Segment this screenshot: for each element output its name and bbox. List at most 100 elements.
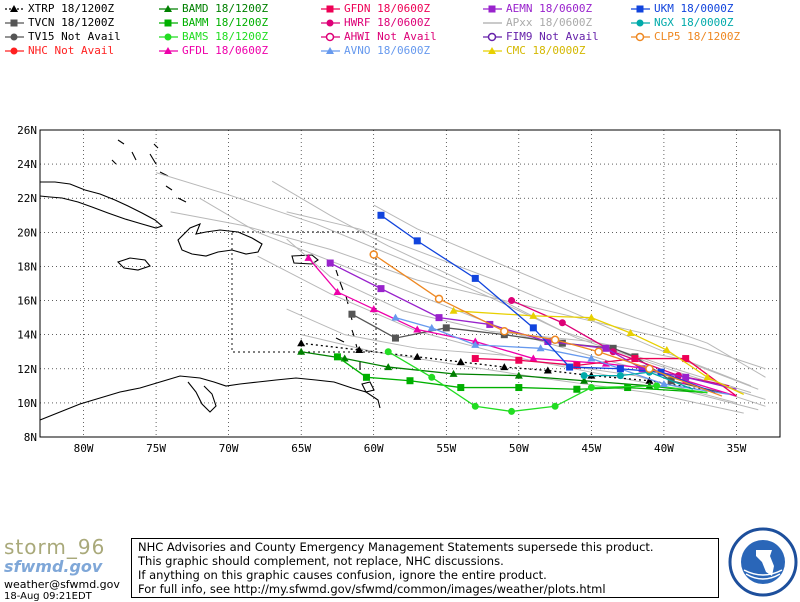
track-point <box>645 381 654 389</box>
track-point <box>551 402 559 410</box>
legend-swatch <box>321 19 340 27</box>
track-point <box>645 364 654 374</box>
jamaica-coast <box>116 257 151 271</box>
track-point <box>500 327 509 336</box>
lat-tick-label: 16N <box>17 295 37 308</box>
track-point <box>616 365 624 373</box>
legend-marker <box>10 47 18 55</box>
legend-marker <box>164 33 172 41</box>
track-point <box>384 348 392 356</box>
lat-tick-label: 12N <box>17 363 37 376</box>
legend-swatch <box>159 47 178 54</box>
track-point <box>449 306 458 314</box>
legend-marker <box>164 5 172 12</box>
legend-marker <box>326 47 334 54</box>
track-ngx <box>580 368 694 390</box>
lat-tick-label: 8N <box>24 431 37 444</box>
lon-tick-label: 70W <box>219 442 239 455</box>
legend-label: AVNO 18/0600Z <box>344 44 431 57</box>
track-point <box>703 373 712 381</box>
legend-marker <box>636 19 644 27</box>
issue-timestamp: 18-Aug 09:21EDT <box>4 591 92 602</box>
track-point <box>626 328 635 336</box>
track-point <box>682 355 690 363</box>
legend-marker <box>636 5 644 13</box>
lat-tick-label: 22N <box>17 192 37 205</box>
track-point <box>529 311 538 319</box>
maracaibo-coast <box>187 381 217 413</box>
track-point <box>631 355 639 363</box>
legend-swatch <box>483 22 502 24</box>
coastlines <box>39 139 381 421</box>
storm-logo-text: storm_96 <box>4 535 106 559</box>
legend-swatch <box>483 32 502 42</box>
track-point <box>515 356 523 364</box>
lon-tick-label: 60W <box>364 442 384 455</box>
track-point <box>434 294 444 304</box>
track-cmc <box>449 306 745 395</box>
track-point <box>515 384 523 392</box>
legend-label: APxx 18/0600Z <box>506 16 593 29</box>
track-point <box>624 384 632 392</box>
track-point <box>638 365 646 373</box>
trinidad-coast <box>361 381 375 393</box>
lon-tick-label: 75W <box>146 442 166 455</box>
track-point <box>645 376 654 384</box>
track-point <box>391 334 399 342</box>
track-line <box>380 214 715 394</box>
disclaimer-line: For full info, see http://my.sfwmd.gov/s… <box>138 582 606 596</box>
track-clp5 <box>369 250 723 397</box>
lat-tick-label: 18N <box>17 260 37 273</box>
legend-marker <box>326 19 334 27</box>
legend-label: BAMD 18/1200Z <box>182 2 269 15</box>
track-bams <box>384 348 708 415</box>
legend-swatch <box>5 19 24 27</box>
legend-marker <box>488 5 496 13</box>
track-bamm <box>333 353 708 394</box>
site-logo-text: sfwmd.gov <box>4 557 103 576</box>
track-point <box>413 325 422 333</box>
legend-swatch <box>5 5 24 12</box>
track-point <box>369 250 378 259</box>
legend-swatch <box>159 19 178 27</box>
track-point <box>413 352 422 360</box>
track-point <box>471 274 479 282</box>
track-point <box>457 384 465 392</box>
track-point <box>427 323 436 331</box>
track-point <box>580 376 589 384</box>
track-point <box>377 285 385 293</box>
track-point <box>573 361 581 369</box>
legend-label: AHWI Not Avail <box>344 30 437 43</box>
legend-label: GFDN 18/0600Z <box>344 2 431 15</box>
legend-label: HWRF 18/0600Z <box>344 16 431 29</box>
legend-marker <box>488 47 496 54</box>
legend-label: NGX 18/0000Z <box>654 16 734 29</box>
track-point <box>587 313 596 321</box>
disclaimer-line: If anything on this graphic causes confu… <box>138 568 547 582</box>
legend-label: TVCN 18/1200Z <box>28 16 115 29</box>
legend-swatch <box>321 5 340 13</box>
lon-tick-label: 80W <box>74 442 94 455</box>
legend-label: CMC 18/0000Z <box>506 44 586 57</box>
lon-tick-label: 35W <box>727 442 747 455</box>
legend-label: FIM9 Not Avail <box>506 30 599 43</box>
track-point <box>333 353 341 361</box>
map-grid <box>40 130 780 437</box>
track-point <box>536 344 545 352</box>
track-point <box>529 354 538 362</box>
lon-tick-label: 65W <box>291 442 311 455</box>
track-point <box>297 347 306 355</box>
legend-marker <box>635 32 645 42</box>
lon-tick-label: 55W <box>436 442 456 455</box>
legend-marker <box>326 5 334 13</box>
track-point <box>587 354 596 362</box>
track-point <box>602 344 610 352</box>
axis-ticks: 26N 24N 22N 20N 18N 16N 14N 12N 10N 8N 80W 75W 70W 65… <box>17 124 747 455</box>
disclaimer-box: NHC Advisories and County Emergency Mana… <box>131 538 719 598</box>
track-point <box>682 373 690 381</box>
south-america-coast <box>39 375 381 421</box>
track-point <box>594 347 603 356</box>
track-point <box>653 382 661 390</box>
track-point <box>297 339 306 347</box>
legend-marker <box>325 32 335 42</box>
